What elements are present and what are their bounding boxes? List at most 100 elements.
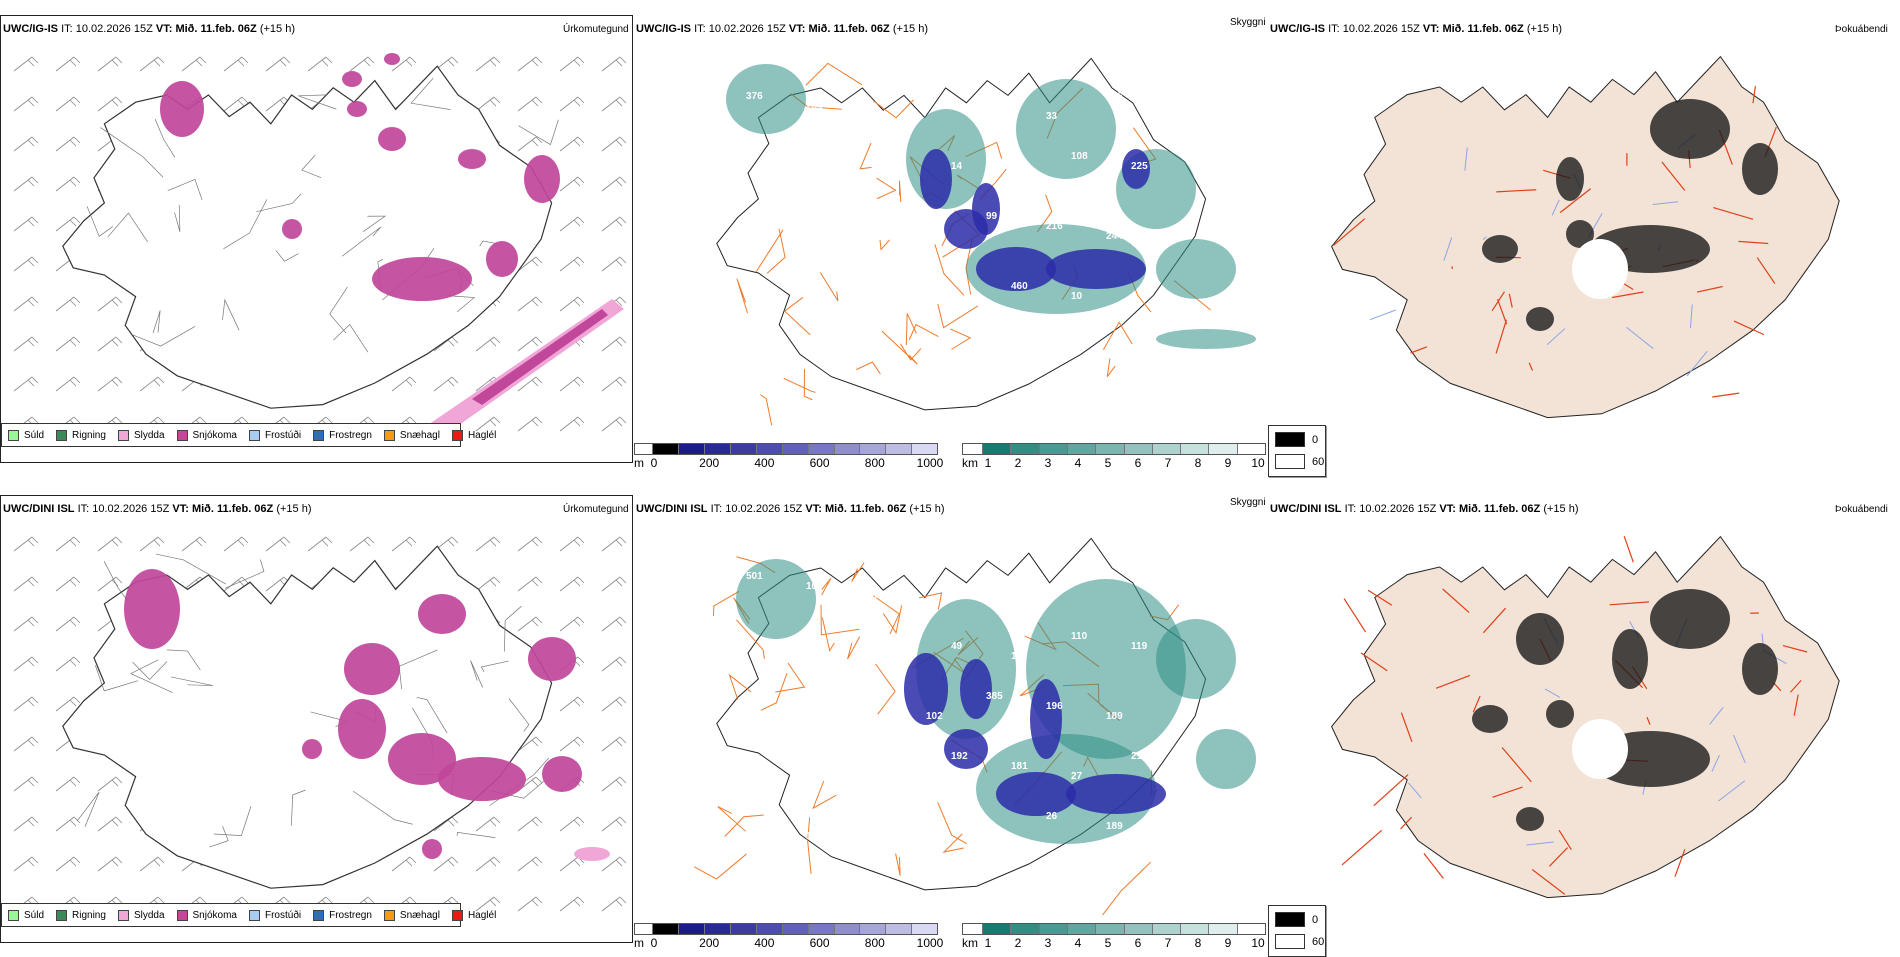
fog-area — [1546, 700, 1574, 728]
low-visibility-area — [1016, 79, 1116, 179]
cloud-base-label: 10 — [1071, 291, 1083, 302]
river-line — [1370, 310, 1396, 320]
wind-barb — [518, 297, 542, 311]
legend-label: Snjókoma — [193, 430, 237, 441]
wind-barb — [98, 577, 122, 591]
wind-barb — [602, 377, 626, 391]
fog-area — [1612, 629, 1648, 689]
vt-label: VT: — [1423, 23, 1440, 35]
cloud-base-label: 196 — [1046, 701, 1063, 712]
legend-label: Snæhagl — [400, 910, 440, 921]
colorbar-cell — [835, 444, 861, 454]
cloud-base-label: 50 — [951, 271, 963, 282]
colorbar-cell — [1153, 444, 1181, 454]
wind-barb — [14, 57, 38, 71]
vt-value: Mið. 11.feb. 06Z — [808, 23, 889, 35]
lead-time: (+15 h) — [260, 23, 295, 35]
colorbar-tick-label: 400 — [754, 936, 774, 950]
wind-barb — [602, 697, 626, 711]
cloud-base-label: 175 — [891, 631, 908, 642]
precip-legend-item: Snæhagl — [384, 430, 440, 441]
road-line — [694, 854, 746, 879]
model-name: UWC/IG-IS — [3, 23, 58, 35]
wind-barb — [560, 217, 584, 231]
colorbar-tick-label: 2 — [1015, 936, 1022, 950]
wind-barb — [350, 57, 374, 71]
cloud-base-label: 272 — [866, 111, 883, 122]
wind-barb — [14, 777, 38, 791]
it-label: IT: — [78, 503, 90, 515]
colorbar-cell — [1068, 924, 1096, 934]
road-line — [1424, 853, 1443, 878]
legend-swatch — [118, 910, 129, 921]
colorbar-tick-label: 5 — [1105, 936, 1112, 950]
colorbar-cell — [886, 924, 912, 934]
legend-label: Frostúði — [265, 430, 301, 441]
lead-time: (+15 h) — [1543, 503, 1578, 515]
colorbar-cells — [634, 443, 938, 455]
cloud-base-label: 14 — [1046, 591, 1058, 602]
fog-area — [1482, 235, 1518, 263]
wind-barb — [602, 537, 626, 551]
precip-legend-item: Frostregn — [313, 430, 372, 441]
wind-barb — [98, 857, 122, 871]
it-value: 10.02.2026 15Z — [76, 23, 153, 35]
colorbar-tick-label: 9 — [1225, 936, 1232, 950]
wind-barb — [560, 897, 584, 911]
snow-area — [372, 257, 472, 301]
vt-value: Mið. 11.feb. 06Z — [1442, 23, 1523, 35]
low-visibility-area — [1196, 729, 1256, 789]
visibility-map: 3762042723511833126186847801412810822510… — [636, 39, 1266, 439]
model-name: UWC/DINI ISL — [636, 503, 708, 515]
snow-area — [542, 756, 582, 792]
cloud-base-label: 80 — [891, 151, 903, 162]
colorbar-cell — [757, 924, 783, 934]
cloud-base-label: 33 — [1046, 111, 1058, 122]
wind-barb — [518, 137, 542, 151]
wind-barb — [56, 137, 80, 151]
legend-label: Snæhagl — [400, 430, 440, 441]
fog-varname: Þokuábendi — [1835, 504, 1888, 515]
wind-barb — [56, 97, 80, 111]
cloud-base-label: 223 — [831, 281, 848, 292]
it-label: IT: — [1345, 503, 1357, 515]
model-name: UWC/IG-IS — [636, 23, 691, 35]
low-cloud-base-area — [920, 149, 952, 209]
fog-legend-item: 60 — [1275, 934, 1324, 949]
cloud-base-label: 225 — [1131, 161, 1148, 172]
legend-swatch — [384, 910, 395, 921]
colorbar-tick-label: 1000 — [917, 456, 944, 470]
colorbar-tick-label: 8 — [1195, 456, 1202, 470]
colorbar-cell — [1153, 924, 1181, 934]
snow-area — [282, 219, 302, 239]
fog-area — [1650, 589, 1730, 649]
wind-barb — [56, 297, 80, 311]
wind-barb — [476, 57, 500, 71]
wind-barb — [56, 337, 80, 351]
colorbar-tick-label: 800 — [865, 456, 885, 470]
cloud-base-label: 186 — [771, 161, 788, 172]
iceland-coastline — [1332, 537, 1840, 898]
wind-barb — [560, 417, 584, 431]
road-line — [1102, 862, 1150, 915]
low-visibility-area — [726, 64, 806, 134]
wind-barb — [518, 337, 542, 351]
road-line — [1624, 536, 1633, 562]
wind-barb — [518, 577, 542, 591]
colorbar-cells — [962, 443, 1266, 455]
precip-legend-item: Súld — [8, 430, 44, 441]
snow-area — [124, 569, 180, 649]
wind-barb — [56, 657, 80, 671]
snow-area — [458, 149, 486, 169]
colorbar-tick-label: 4 — [1075, 456, 1082, 470]
fog-title: UWC/DINI ISL IT: 10.02.2026 15Z VT: Mið.… — [1270, 503, 1579, 516]
fog-map — [1290, 519, 1890, 919]
